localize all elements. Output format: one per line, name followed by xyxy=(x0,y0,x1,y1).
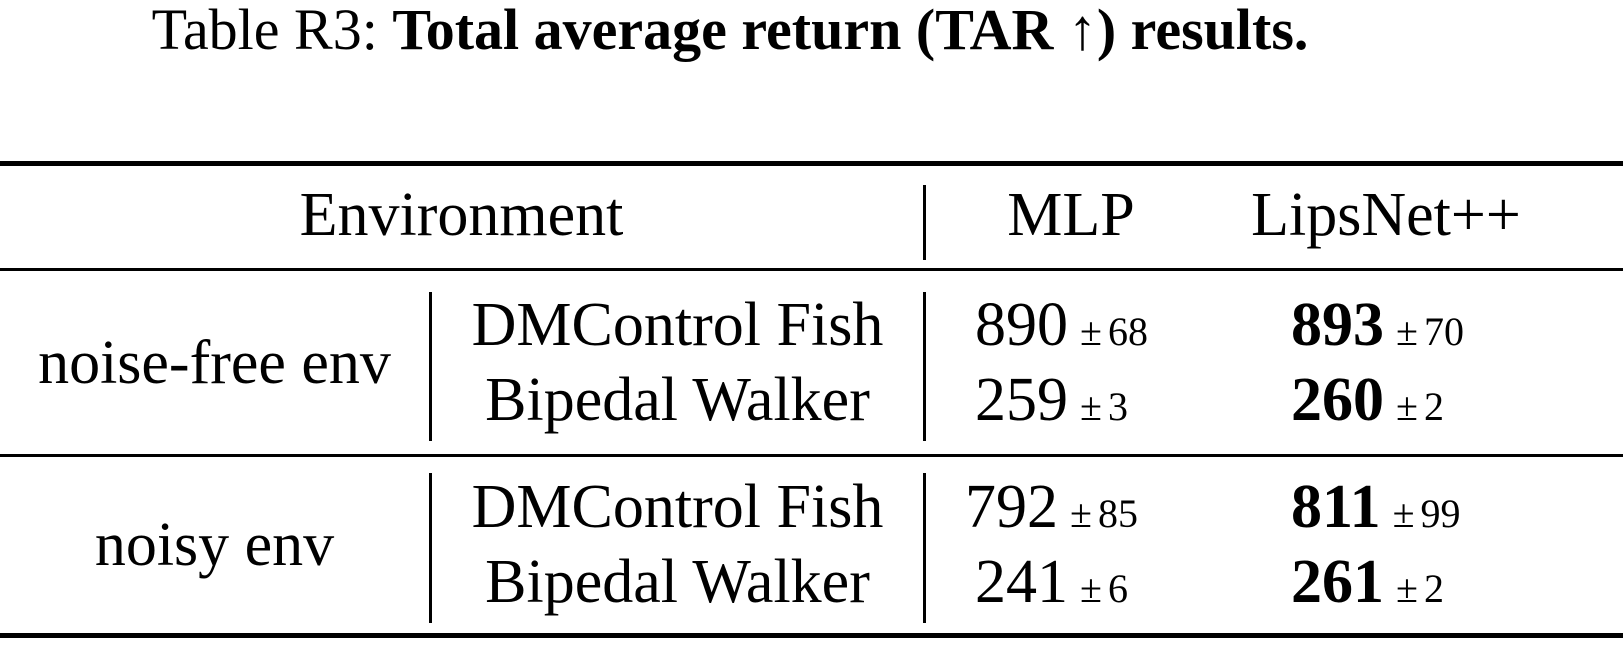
header-mlp: MLP xyxy=(1007,181,1135,249)
lipsnet-value-cell: 811 ±99 xyxy=(1291,472,1461,542)
pm-symbol: ± xyxy=(1396,384,1418,429)
header-environment: Environment xyxy=(299,181,624,249)
lipsnet-value-cell: 261 ±2 xyxy=(1291,547,1444,617)
group-name-noisy: noisy env xyxy=(94,511,335,579)
top-rule xyxy=(0,161,1623,166)
bottom-rule xyxy=(0,633,1623,638)
mlp-sd: 6 xyxy=(1107,566,1128,611)
mlp-mean: 259 xyxy=(975,366,1068,434)
group-name-noise-free: noise-free env xyxy=(38,329,391,397)
mlp-mean: 792 xyxy=(965,473,1058,541)
mlp-mean: 890 xyxy=(975,291,1068,359)
group-separator-rule xyxy=(0,454,1623,457)
mlp-sd: 85 xyxy=(1097,491,1138,536)
lipsnet-value-cell: 893 ±70 xyxy=(1291,290,1464,360)
lipsnet-mean: 260 xyxy=(1291,366,1384,434)
lipsnet-mean: 811 xyxy=(1291,473,1381,541)
header-divider xyxy=(923,185,926,260)
lipsnet-sd: 70 xyxy=(1423,309,1464,354)
mlp-value-cell: 792 ±85 xyxy=(965,472,1138,542)
pm-symbol: ± xyxy=(1080,384,1102,429)
mlp-mean: 241 xyxy=(975,548,1068,616)
mlp-value-cell: 890 ±68 xyxy=(975,290,1148,360)
pm-symbol: ± xyxy=(1396,309,1418,354)
lipsnet-sd: 99 xyxy=(1420,491,1461,536)
mlp-sd: 68 xyxy=(1107,309,1148,354)
group2-name-divider xyxy=(429,473,432,623)
lipsnet-sd: 2 xyxy=(1423,566,1444,611)
caption-text: Total average return (TAR ↑) results. xyxy=(392,0,1309,62)
mlp-value-cell: 241 ±6 xyxy=(975,547,1128,617)
lipsnet-mean: 893 xyxy=(1291,291,1384,359)
header-lipsnet: LipsNet++ xyxy=(1251,181,1521,249)
header-rule xyxy=(0,268,1623,271)
env-name-cell: Bipedal Walker xyxy=(485,366,870,434)
pm-symbol: ± xyxy=(1080,566,1102,611)
group2-value-divider xyxy=(923,473,926,623)
pm-symbol: ± xyxy=(1080,309,1102,354)
lipsnet-sd: 2 xyxy=(1423,384,1444,429)
mlp-value-cell: 259 ±3 xyxy=(975,365,1128,435)
env-name-cell: Bipedal Walker xyxy=(485,548,870,616)
pm-symbol: ± xyxy=(1070,491,1092,536)
env-name-cell: DMControl Fish xyxy=(471,291,884,359)
table-caption: Table R3: Total average return (TAR ↑) r… xyxy=(0,0,1460,60)
group1-name-divider xyxy=(429,292,432,441)
lipsnet-value-cell: 260 ±2 xyxy=(1291,365,1444,435)
pm-symbol: ± xyxy=(1392,491,1415,536)
caption-label: Table R3: xyxy=(151,0,378,62)
pm-symbol: ± xyxy=(1396,566,1418,611)
lipsnet-mean: 261 xyxy=(1291,548,1384,616)
group1-value-divider xyxy=(923,292,926,441)
env-name-cell: DMControl Fish xyxy=(471,473,884,541)
mlp-sd: 3 xyxy=(1107,384,1128,429)
